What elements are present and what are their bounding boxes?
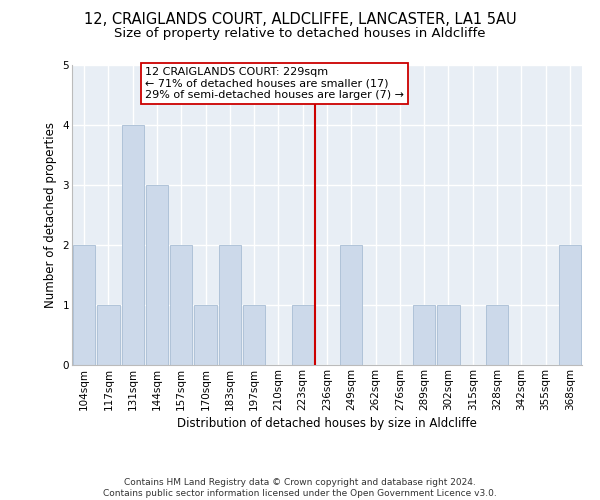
Bar bbox=[437, 305, 460, 365]
Bar bbox=[170, 245, 193, 365]
Bar bbox=[559, 245, 581, 365]
X-axis label: Distribution of detached houses by size in Aldcliffe: Distribution of detached houses by size … bbox=[177, 417, 477, 430]
Bar bbox=[340, 245, 362, 365]
Text: Contains HM Land Registry data © Crown copyright and database right 2024.
Contai: Contains HM Land Registry data © Crown c… bbox=[103, 478, 497, 498]
Bar bbox=[243, 305, 265, 365]
Y-axis label: Number of detached properties: Number of detached properties bbox=[44, 122, 57, 308]
Bar bbox=[97, 305, 119, 365]
Bar bbox=[413, 305, 436, 365]
Text: Size of property relative to detached houses in Aldcliffe: Size of property relative to detached ho… bbox=[114, 28, 486, 40]
Bar bbox=[194, 305, 217, 365]
Text: 12 CRAIGLANDS COURT: 229sqm
← 71% of detached houses are smaller (17)
29% of sem: 12 CRAIGLANDS COURT: 229sqm ← 71% of det… bbox=[145, 67, 404, 100]
Bar bbox=[292, 305, 314, 365]
Bar bbox=[486, 305, 508, 365]
Bar bbox=[146, 185, 168, 365]
Text: 12, CRAIGLANDS COURT, ALDCLIFFE, LANCASTER, LA1 5AU: 12, CRAIGLANDS COURT, ALDCLIFFE, LANCAST… bbox=[83, 12, 517, 28]
Bar bbox=[218, 245, 241, 365]
Bar bbox=[73, 245, 95, 365]
Bar bbox=[122, 125, 144, 365]
